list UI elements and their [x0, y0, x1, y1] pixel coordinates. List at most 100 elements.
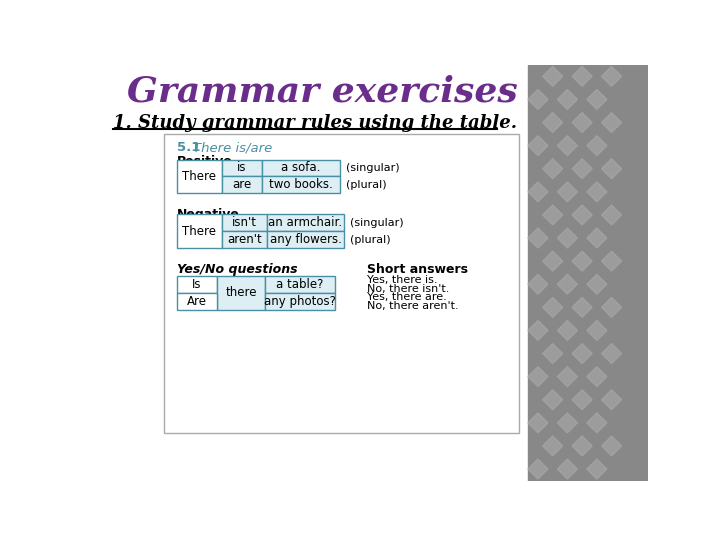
Text: Negative: Negative: [177, 208, 240, 221]
Polygon shape: [601, 205, 621, 225]
Text: (plural): (plural): [346, 180, 387, 190]
Polygon shape: [601, 66, 621, 86]
Text: Yes, there are.: Yes, there are.: [367, 292, 447, 301]
Polygon shape: [528, 367, 548, 387]
Polygon shape: [557, 320, 577, 340]
Bar: [163, 134, 518, 433]
Polygon shape: [543, 205, 563, 225]
Polygon shape: [528, 90, 548, 110]
Polygon shape: [601, 390, 621, 410]
Bar: [266, 231, 344, 248]
Polygon shape: [572, 343, 593, 363]
Polygon shape: [587, 367, 607, 387]
Bar: [177, 159, 222, 193]
Text: There: There: [182, 170, 216, 183]
Polygon shape: [572, 205, 593, 225]
Polygon shape: [557, 228, 577, 248]
Polygon shape: [572, 436, 593, 456]
Polygon shape: [528, 413, 548, 433]
Polygon shape: [528, 43, 548, 63]
Bar: [222, 231, 266, 248]
Text: an armchair.: an armchair.: [269, 216, 343, 229]
Polygon shape: [528, 182, 548, 202]
Text: Yes/No questions: Yes/No questions: [177, 263, 297, 276]
Bar: [266, 214, 344, 231]
Bar: [177, 214, 222, 248]
Polygon shape: [543, 251, 563, 271]
Polygon shape: [572, 159, 593, 179]
Polygon shape: [572, 482, 593, 502]
Text: a table?: a table?: [276, 278, 324, 291]
Text: 5.1: 5.1: [177, 141, 200, 154]
Text: Are: Are: [187, 295, 207, 308]
Polygon shape: [587, 320, 607, 340]
Bar: [262, 159, 340, 177]
Polygon shape: [557, 43, 577, 63]
Polygon shape: [572, 298, 593, 318]
Polygon shape: [601, 251, 621, 271]
Polygon shape: [543, 390, 563, 410]
Polygon shape: [528, 459, 548, 479]
Polygon shape: [601, 343, 621, 363]
Polygon shape: [528, 136, 548, 156]
Polygon shape: [601, 159, 621, 179]
Text: any flowers.: any flowers.: [269, 233, 341, 246]
Polygon shape: [557, 274, 577, 294]
Polygon shape: [587, 43, 607, 63]
Polygon shape: [528, 274, 548, 294]
Bar: [262, 177, 340, 193]
Text: Positive: Positive: [177, 154, 233, 167]
Text: is: is: [237, 161, 247, 174]
Bar: [222, 159, 262, 177]
Text: a sofa.: a sofa.: [281, 161, 320, 174]
Polygon shape: [587, 182, 607, 202]
Polygon shape: [557, 90, 577, 110]
Text: are: are: [233, 178, 251, 191]
Polygon shape: [557, 413, 577, 433]
Text: (singular): (singular): [346, 163, 400, 173]
Text: No, there isn't.: No, there isn't.: [367, 284, 450, 294]
Text: two books.: two books.: [269, 178, 333, 191]
Polygon shape: [557, 136, 577, 156]
Polygon shape: [557, 182, 577, 202]
Bar: [265, 293, 335, 309]
Polygon shape: [572, 20, 593, 40]
Polygon shape: [543, 159, 563, 179]
Polygon shape: [601, 482, 621, 502]
Polygon shape: [572, 251, 593, 271]
Text: any photos?: any photos?: [264, 295, 336, 308]
Polygon shape: [557, 459, 577, 479]
Text: There is/are: There is/are: [193, 141, 272, 154]
Polygon shape: [601, 298, 621, 318]
Polygon shape: [587, 459, 607, 479]
Polygon shape: [601, 112, 621, 132]
Polygon shape: [587, 274, 607, 294]
Text: Grammar exercises: Grammar exercises: [127, 75, 518, 109]
Polygon shape: [543, 112, 563, 132]
Bar: [177, 293, 217, 309]
Polygon shape: [543, 66, 563, 86]
Polygon shape: [557, 367, 577, 387]
Bar: [222, 214, 266, 231]
Text: Is: Is: [192, 278, 202, 291]
Polygon shape: [587, 413, 607, 433]
Text: Yes, there is.: Yes, there is.: [367, 275, 438, 285]
Polygon shape: [587, 90, 607, 110]
Polygon shape: [587, 136, 607, 156]
Polygon shape: [543, 436, 563, 456]
Polygon shape: [528, 228, 548, 248]
Polygon shape: [587, 228, 607, 248]
Text: aren't: aren't: [227, 233, 261, 246]
Polygon shape: [543, 298, 563, 318]
Polygon shape: [601, 20, 621, 40]
Text: No, there aren't.: No, there aren't.: [367, 301, 459, 311]
Polygon shape: [601, 436, 621, 456]
Text: (plural): (plural): [351, 234, 391, 245]
Polygon shape: [572, 112, 593, 132]
Text: 1. Study grammar rules using the table.: 1. Study grammar rules using the table.: [113, 113, 517, 132]
Bar: [265, 276, 335, 293]
Text: Short answers: Short answers: [367, 263, 469, 276]
Polygon shape: [543, 20, 563, 40]
Polygon shape: [528, 320, 548, 340]
Polygon shape: [572, 66, 593, 86]
